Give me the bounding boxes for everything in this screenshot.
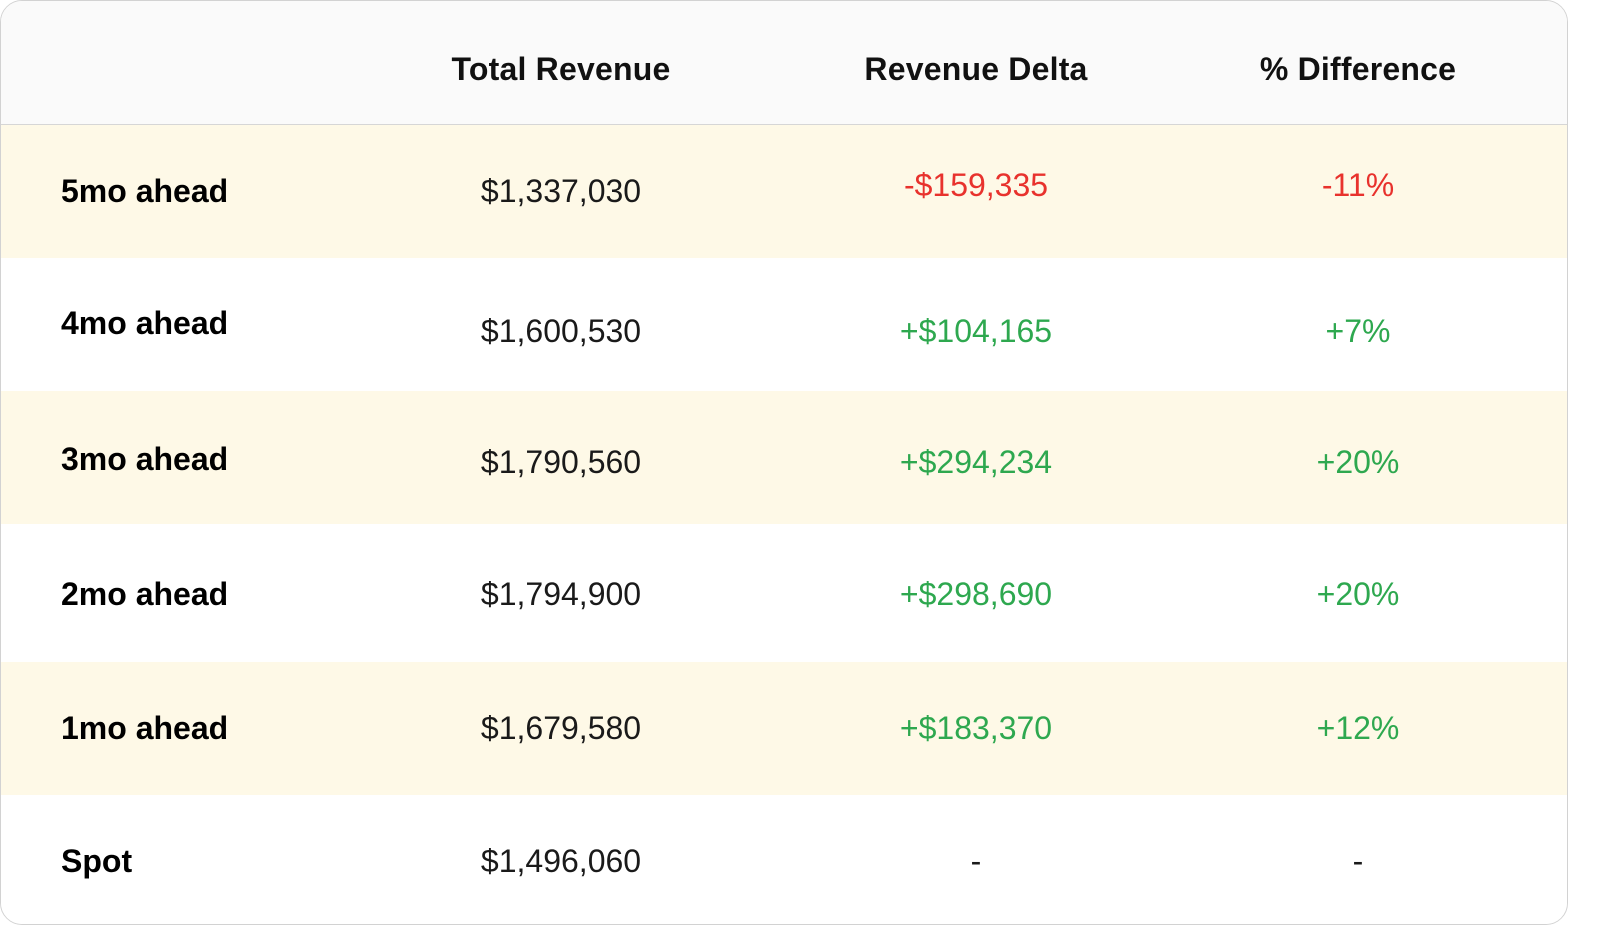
total-revenue-cell: $1,600,530 <box>480 313 642 349</box>
revenue-delta-cell: +$183,370 <box>899 710 1053 746</box>
row-label: 4mo ahead <box>61 305 229 341</box>
pct-difference-cell: +12% <box>1316 710 1400 746</box>
revenue-delta-cell: +$104,165 <box>899 313 1053 349</box>
table-row: Spot $1,496,060 - - <box>1 795 1567 924</box>
total-revenue-cell: $1,496,060 <box>480 843 642 879</box>
pct-difference-cell: - <box>1352 843 1364 879</box>
row-label: 5mo ahead <box>61 173 229 209</box>
revenue-delta-cell: +$294,234 <box>899 444 1053 480</box>
revenue-delta-cell: - <box>970 843 982 879</box>
total-revenue-cell: $1,794,900 <box>480 576 642 612</box>
revenue-delta-cell: +$298,690 <box>899 576 1053 612</box>
header-revenue-delta: Revenue Delta <box>864 51 1088 87</box>
pct-difference-cell: -11% <box>1321 167 1395 203</box>
revenue-delta-cell: -$159,335 <box>903 167 1049 203</box>
table-row: 5mo ahead $1,337,030 -$159,335 -11% <box>1 125 1567 258</box>
header-pct-difference: % Difference <box>1259 51 1457 87</box>
revenue-table: Total Revenue Revenue Delta % Difference… <box>0 0 1568 925</box>
total-revenue-cell: $1,679,580 <box>480 710 642 746</box>
pct-difference-cell: +20% <box>1316 444 1400 480</box>
table-row: 2mo ahead $1,794,900 +$298,690 +20% <box>1 524 1567 657</box>
table-row: 1mo ahead $1,679,580 +$183,370 +12% <box>1 662 1567 795</box>
pct-difference-cell: +7% <box>1325 313 1391 349</box>
pct-difference-cell: +20% <box>1316 576 1400 612</box>
row-label: 3mo ahead <box>61 441 229 477</box>
table-row: 4mo ahead $1,600,530 +$104,165 +7% <box>1 258 1567 391</box>
row-label: 2mo ahead <box>61 576 229 612</box>
total-revenue-cell: $1,790,560 <box>480 444 642 480</box>
row-label: 1mo ahead <box>61 710 229 746</box>
table-header: Total Revenue Revenue Delta % Difference <box>1 1 1567 125</box>
row-label: Spot <box>61 843 133 879</box>
table-row: 3mo ahead $1,790,560 +$294,234 +20% <box>1 391 1567 524</box>
header-total-revenue: Total Revenue <box>451 51 671 87</box>
total-revenue-cell: $1,337,030 <box>480 173 642 209</box>
